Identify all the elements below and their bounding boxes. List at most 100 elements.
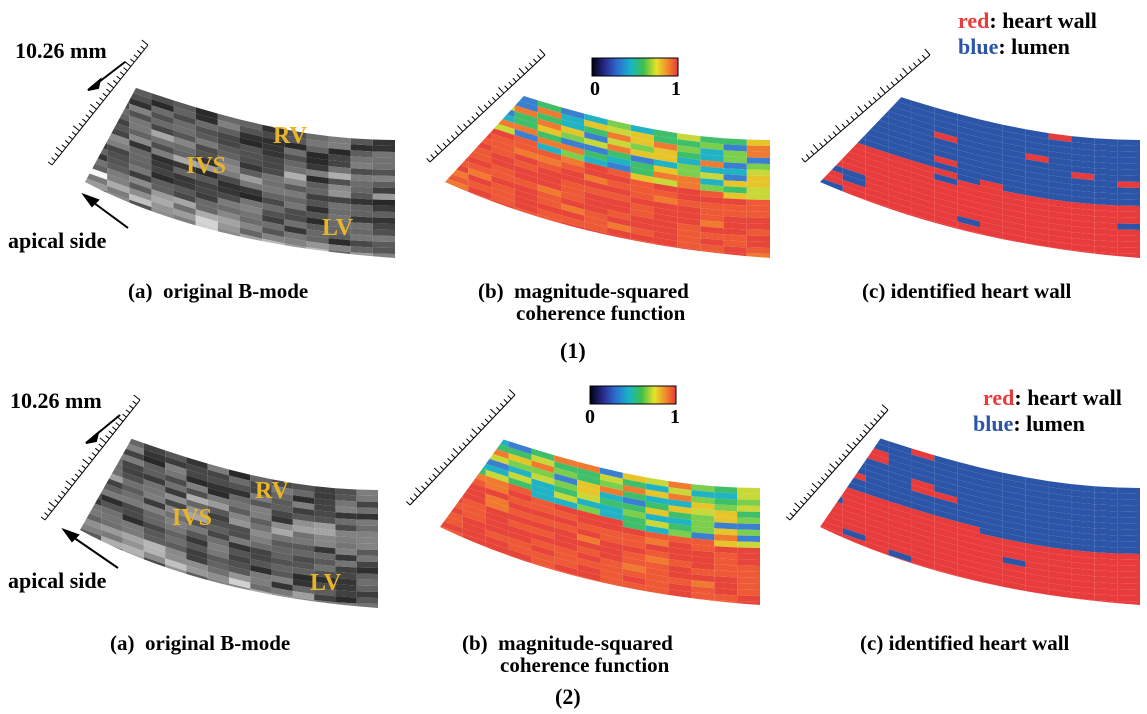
bmode-cell xyxy=(107,276,129,290)
segmentation-cell xyxy=(1048,205,1072,215)
bmode-cell xyxy=(195,209,218,222)
bmode-cell xyxy=(306,175,329,185)
bmode-cell xyxy=(272,689,293,699)
segmentation-cell xyxy=(1002,490,1026,502)
bmode-cell xyxy=(122,501,144,516)
coherence-cell xyxy=(440,592,463,605)
coherence-cell xyxy=(723,252,747,258)
bmode-cell xyxy=(292,597,315,607)
bmode-cell xyxy=(173,184,196,198)
coherence-cell xyxy=(714,582,738,590)
bmode-cell xyxy=(165,474,187,488)
segmentation-cell xyxy=(1025,543,1049,554)
segmentation-cell xyxy=(865,223,889,238)
bmode-cell xyxy=(335,656,356,663)
coherence-cell xyxy=(537,214,562,228)
ruler-tick xyxy=(490,408,497,416)
segmentation-cell xyxy=(1026,327,1049,337)
segmentation-cell xyxy=(1117,260,1140,266)
coherence-cell xyxy=(677,247,701,257)
bmode-cell xyxy=(356,597,378,604)
coherence-cell xyxy=(724,282,747,289)
segmentation-cell xyxy=(1094,522,1118,530)
segmentation-cell xyxy=(1094,576,1118,584)
coherence-cell xyxy=(537,130,562,144)
bmode-cell xyxy=(372,199,395,206)
ruler-tick xyxy=(471,428,478,435)
segmentation-cell xyxy=(865,535,889,550)
coherence-cell xyxy=(668,535,692,545)
segmentation-cell xyxy=(820,100,843,114)
coherence-cell xyxy=(622,496,646,508)
bmode-cell xyxy=(262,196,285,208)
bmode-cell xyxy=(329,334,351,342)
segmentation-cell xyxy=(911,190,935,204)
legend-red-text-row1: : heart wall xyxy=(989,8,1097,33)
ruler-tick xyxy=(442,142,447,148)
segmentation-cell xyxy=(934,575,958,588)
coherence-cell xyxy=(600,545,623,557)
coherence-cell xyxy=(491,260,514,274)
coherence-cell xyxy=(491,163,515,178)
ruler-tick xyxy=(141,39,149,46)
segmentation-cell xyxy=(1071,214,1095,223)
ruler-tick xyxy=(90,103,97,110)
ruler-tick xyxy=(99,437,107,444)
segmentation-cell xyxy=(980,257,1003,258)
bmode-cell xyxy=(173,112,196,126)
ruler-tick xyxy=(876,414,882,419)
bmode-cell xyxy=(85,208,108,222)
segmentation-cell xyxy=(1049,307,1072,316)
coherence-cell xyxy=(714,540,738,548)
coherence-cell xyxy=(653,159,678,170)
ruler-tick xyxy=(503,399,508,404)
bmode-cell xyxy=(129,229,152,244)
segmentation-cell xyxy=(820,232,843,246)
row-label-1: (1) xyxy=(560,338,586,363)
bmode-cell xyxy=(151,147,174,161)
ruler-tick xyxy=(74,473,80,478)
coherence-cell xyxy=(531,610,554,623)
bmode-cell xyxy=(272,611,293,621)
segmentation-cell xyxy=(1071,586,1095,595)
coherence-cell xyxy=(463,606,486,620)
segmentation-cell xyxy=(842,521,866,536)
bmode-cell xyxy=(306,337,328,346)
coherence-cell xyxy=(508,567,532,581)
segmentation-cell xyxy=(980,575,1003,587)
coherence-cell xyxy=(723,234,747,242)
bmode-cell xyxy=(373,296,395,302)
segmentation-cell xyxy=(1003,317,1026,328)
segmentation-cell xyxy=(1002,484,1026,496)
coherence-cell xyxy=(653,153,678,164)
segmentation-cell xyxy=(1002,538,1026,550)
coherence-cell xyxy=(577,461,600,474)
coherence-cell xyxy=(700,328,723,336)
segmentation-cell xyxy=(1094,264,1117,271)
bmode-cell xyxy=(217,209,240,222)
segmentation-cell xyxy=(889,615,912,628)
coherence-cell xyxy=(509,615,532,628)
segmentation-cell xyxy=(934,131,958,144)
segmentation-cell xyxy=(1026,315,1049,325)
segmentation-cell xyxy=(1117,523,1140,530)
segmentation-cell xyxy=(1117,577,1140,584)
coherence-cell xyxy=(645,603,669,605)
coherence-cell xyxy=(537,118,562,132)
coherence-cell xyxy=(677,169,701,179)
ruler-tick xyxy=(430,154,435,159)
coherence-cell xyxy=(554,575,578,588)
segmentation-cell xyxy=(1071,340,1094,348)
coherence-cell xyxy=(700,298,723,306)
segmentation-cell xyxy=(934,179,958,192)
segmentation-cell xyxy=(911,112,935,126)
bmode-cell xyxy=(262,269,284,280)
segmentation-cell xyxy=(865,217,889,232)
coherence-cell xyxy=(445,274,468,288)
segmentation-cell xyxy=(1071,604,1095,605)
bmode-cell xyxy=(271,509,293,520)
bmode-cell xyxy=(122,519,144,534)
bmode-cell xyxy=(122,459,144,474)
bmode-cell xyxy=(143,497,166,511)
bmode-cell xyxy=(250,685,271,696)
